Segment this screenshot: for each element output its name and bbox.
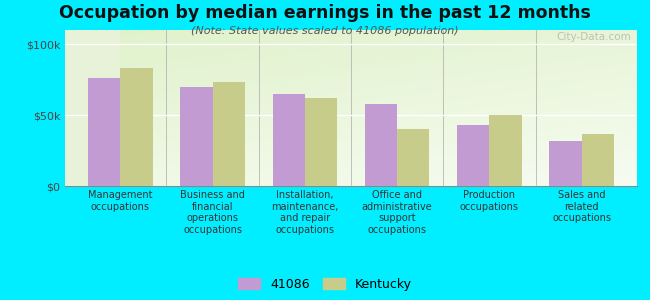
Bar <box>180 87 213 186</box>
Text: (Note: State values scaled to 41086 population): (Note: State values scaled to 41086 popu… <box>191 26 459 35</box>
Text: City-Data.com: City-Data.com <box>556 32 631 42</box>
Legend: 41086, Kentucky: 41086, Kentucky <box>238 278 412 291</box>
Bar <box>365 104 397 186</box>
Text: Occupation by median earnings in the past 12 months: Occupation by median earnings in the pas… <box>59 4 591 22</box>
Bar <box>549 141 582 186</box>
Bar <box>489 115 522 186</box>
Bar <box>272 94 305 186</box>
Bar <box>457 125 489 186</box>
Bar <box>305 98 337 186</box>
Bar <box>397 129 430 186</box>
Bar <box>120 68 153 186</box>
Bar <box>582 134 614 186</box>
Bar <box>88 78 120 186</box>
Bar <box>213 82 245 186</box>
